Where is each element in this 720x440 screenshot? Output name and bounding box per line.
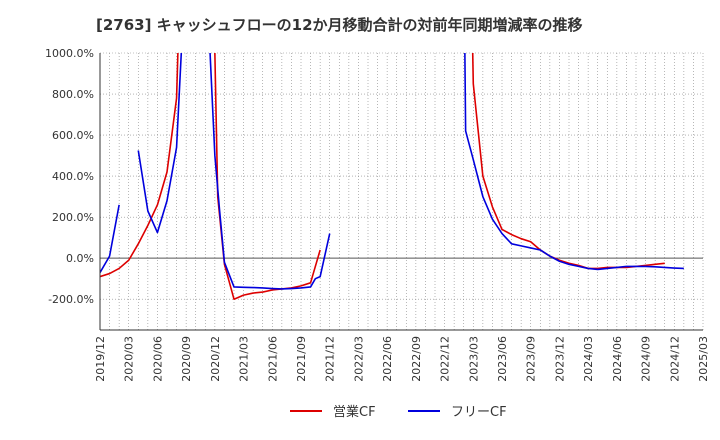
x-tick-label: 2023/06: [496, 336, 509, 382]
x-tick-label: 2020/06: [151, 336, 164, 382]
x-tick-label: 2025/03: [697, 336, 710, 382]
series-line-segment: [464, 53, 684, 271]
series-line-segment: [209, 53, 331, 290]
y-tick-label: 400.0%: [52, 170, 94, 183]
x-tick-label: 2022/12: [439, 336, 452, 382]
x-tick-label: 2021/12: [324, 336, 337, 382]
x-tick-label: 2024/03: [582, 336, 595, 382]
x-tick-label: 2021/09: [295, 336, 308, 382]
x-tick-label: 2021/03: [238, 336, 251, 382]
x-tick-label: 2020/03: [123, 336, 136, 382]
x-tick-label: 2024/09: [640, 336, 653, 382]
y-tick-label: 1000.0%: [45, 47, 94, 60]
x-tick-label: 2020/12: [209, 336, 222, 382]
x-tick-label: 2024/06: [611, 336, 624, 382]
y-tick-label: 0.0%: [66, 252, 94, 265]
x-tick-label: 2019/12: [94, 336, 107, 382]
chart-title: [2763] キャッシュフローの12か月移動合計の対前年同期増減率の推移: [96, 16, 583, 34]
y-tick-label: 600.0%: [52, 129, 94, 142]
y-tick-label: -200.0%: [48, 293, 94, 306]
plot-background: [100, 53, 703, 330]
series-line-segment: [137, 53, 183, 234]
grid-lines: [99, 52, 704, 330]
series-line-segment: [100, 204, 120, 273]
x-tick-label: 2023/03: [467, 336, 480, 382]
x-tick-label: 2021/06: [266, 336, 279, 382]
series-free-cf: [100, 53, 684, 290]
axes: [99, 53, 703, 331]
plot-area: [100, 53, 703, 330]
legend-label: フリーCF: [451, 405, 507, 420]
x-tick-label: 2023/09: [525, 336, 538, 382]
y-tick-label: 200.0%: [52, 211, 94, 224]
x-tick-label: 2023/12: [553, 336, 566, 382]
x-tick-label: 2022/03: [352, 336, 365, 382]
y-tick-labels: 1000.0% 800.0% 600.0% 400.0% 200.0% 0.0% -200.…: [45, 47, 94, 306]
series-layer: [100, 53, 684, 301]
x-tick-label: 2020/09: [180, 336, 193, 382]
x-tick-label: 2024/12: [668, 336, 681, 382]
x-tick-label: 2022/09: [410, 336, 423, 382]
y-tick-label: 800.0%: [52, 88, 94, 101]
legend: 営業CF フリーCF: [290, 404, 507, 420]
x-tick-label: 2022/06: [381, 336, 394, 382]
series-line-segment: [100, 53, 179, 278]
x-tick-labels: 2019/12 2020/03 2020/06 2020/09 2020/12 2021/…: [94, 336, 710, 382]
legend-label: 営業CF: [333, 404, 376, 420]
